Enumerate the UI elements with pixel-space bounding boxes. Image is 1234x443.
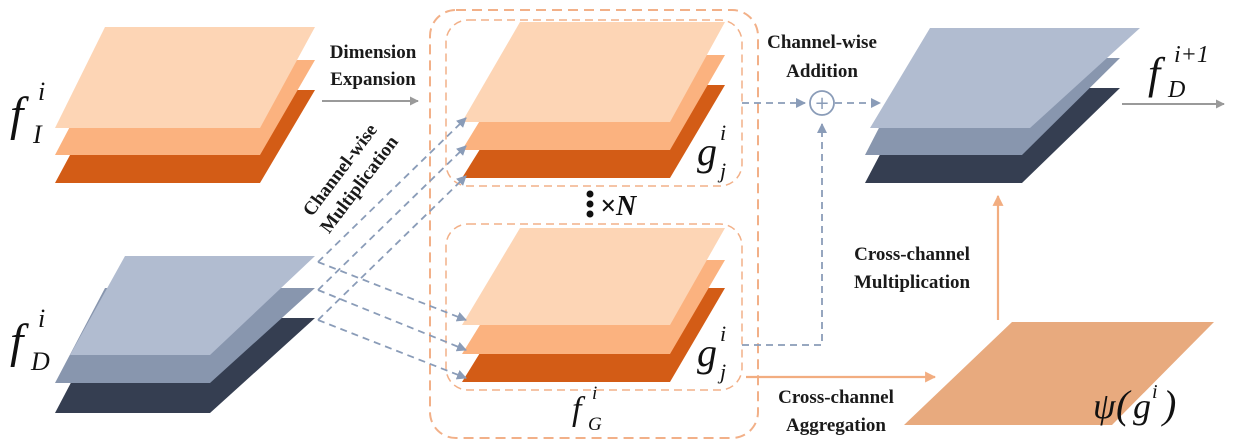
fG-group-outline: [429, 9, 759, 439]
ellipsis-dot: [586, 190, 594, 198]
fI-layer-top: [55, 27, 315, 128]
math-fI: f i I: [10, 77, 45, 149]
svg-text:j: j: [717, 158, 726, 183]
output-layer-top: [870, 28, 1140, 128]
output-feature-stack: [865, 28, 1140, 183]
cross-channel-multiplication-label: Cross-channel: [854, 244, 970, 265]
gj-top-layer-top: [462, 22, 725, 122]
channel-wise-addition-label: Channel-wise: [767, 32, 877, 53]
ellipsis-dot: [586, 210, 594, 218]
svg-text:j: j: [717, 359, 726, 384]
plus-sign: +: [814, 93, 829, 114]
input-feature-stack-fI: [55, 27, 315, 183]
gj-bottom-stack: [462, 228, 725, 382]
svg-text:g: g: [697, 129, 717, 174]
channel-wise-multiplication-arrows: [317, 117, 467, 380]
svg-text:ψ: ψ: [1093, 386, 1116, 426]
ellipsis-dot: [586, 200, 594, 208]
svg-text:i: i: [720, 120, 726, 145]
svg-text:D: D: [1167, 77, 1185, 103]
math-fD: f i D: [10, 304, 50, 376]
svg-text:f: f: [1148, 49, 1166, 98]
gj-bottom-layer-top: [462, 228, 725, 325]
svg-text:i: i: [592, 383, 597, 404]
svg-text:g: g: [697, 330, 717, 375]
cross-channel-aggregation-label: Cross-channel: [778, 387, 894, 408]
addition-node: +: [809, 90, 835, 116]
svg-text:): ): [1161, 382, 1176, 427]
svg-text:i: i: [38, 304, 45, 333]
plus-circle-icon: [809, 90, 835, 116]
svg-text:G: G: [588, 414, 602, 435]
cross-channel-aggregation-label-2: Aggregation: [786, 415, 886, 436]
fD-layer-top: [70, 256, 315, 355]
svg-text:f: f: [10, 315, 29, 368]
gj-top-stack: [462, 22, 725, 178]
cross-channel-multiplication-label-2: Multiplication: [854, 272, 971, 293]
svg-text:i: i: [720, 321, 726, 346]
dimension-expansion-label-2: Expansion: [330, 69, 416, 90]
dimension-expansion-label: Dimension: [330, 42, 417, 63]
svg-text:I: I: [32, 120, 43, 149]
input-feature-stack-fD: [55, 256, 315, 413]
svg-text:(: (: [1116, 382, 1132, 427]
svg-text:D: D: [30, 347, 50, 376]
svg-text:i+1: i+1: [1174, 42, 1209, 68]
math-gj-bottom: g i j: [697, 321, 726, 384]
times-n-text: ×N: [600, 191, 638, 222]
svg-text:f: f: [10, 88, 29, 141]
repeat-n-label: ×N: [586, 190, 638, 222]
psi-aggregate-plane: [904, 322, 1214, 425]
math-fG: f i G: [572, 383, 602, 435]
channel-wise-addition-arrows: [742, 98, 881, 346]
svg-text:g: g: [1133, 386, 1151, 426]
svg-text:f: f: [572, 391, 586, 428]
svg-text:i: i: [1152, 381, 1158, 403]
math-psi: ψ ( g i ): [1093, 381, 1176, 427]
math-gj-top: g i j: [697, 120, 726, 183]
channel-wise-addition-label-2: Addition: [786, 61, 858, 82]
channel-wise-multiplication-label: Channel-wise Multiplication: [299, 120, 403, 237]
math-fD-next: f i+1 D: [1148, 42, 1209, 103]
svg-text:i: i: [38, 77, 45, 106]
